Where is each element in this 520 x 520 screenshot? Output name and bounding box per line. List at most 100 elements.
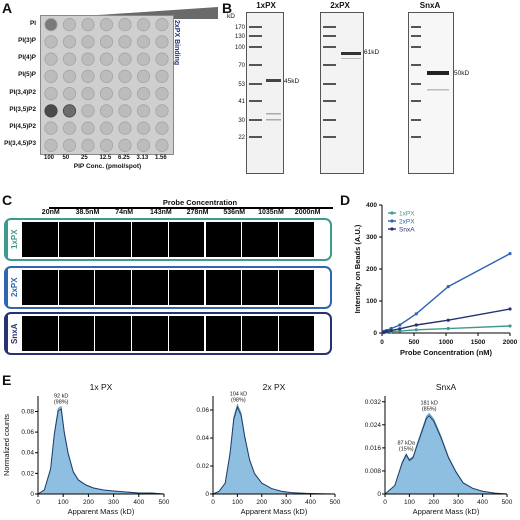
ladder-band	[323, 46, 336, 48]
peak-label: 92 kD	[54, 393, 68, 399]
legend-marker	[390, 211, 394, 215]
x-tick-label: 1500	[471, 339, 486, 346]
y-tick-label: 400	[366, 202, 377, 209]
y-tick-label: 0	[373, 330, 377, 337]
y-tick-label: 300	[366, 234, 377, 241]
x-axis-label: Apparent Mass (kD)	[68, 507, 135, 516]
x-tick-label: 100	[404, 499, 415, 506]
y-tick-label: 0.06	[21, 429, 34, 436]
gel-3	[408, 12, 454, 174]
pip-spot	[81, 69, 95, 83]
x-tick-label: 400	[133, 499, 144, 506]
conc-label: 1035nM	[258, 209, 284, 216]
gel-1-band	[266, 79, 281, 82]
pip-spot	[118, 18, 132, 32]
pip-spot	[155, 52, 169, 66]
pip-spot	[99, 138, 114, 152]
bead-image-cell	[205, 270, 241, 305]
bead-image-cell	[168, 222, 205, 257]
x-tick-label: 0	[36, 499, 40, 506]
y-tick-label: 0.02	[21, 470, 34, 477]
pip-spot	[99, 52, 114, 66]
pip-spot	[81, 52, 95, 66]
pip-spot	[44, 121, 58, 135]
peak-label: 181 kD	[420, 400, 437, 406]
y-tick-label: 0.04	[196, 435, 209, 442]
pip-spot	[44, 104, 58, 118]
pip-spot	[62, 87, 77, 101]
conc-tick: 50	[62, 155, 70, 161]
data-point	[446, 318, 450, 322]
pip-spot	[99, 35, 114, 49]
gel-1-minor-band	[266, 119, 281, 121]
ladder-band	[249, 83, 262, 85]
pip-spot	[118, 138, 132, 152]
pip-row-label: PI(5)P	[18, 71, 36, 79]
bead-image-cell	[95, 316, 131, 351]
ladder-band	[249, 64, 262, 66]
conc-label: 20nM	[41, 209, 60, 216]
pip-row-label: PI	[30, 19, 36, 27]
ladder-band	[249, 100, 262, 102]
data-point	[385, 329, 389, 333]
x-tick-label: 500	[330, 499, 341, 506]
conc-label: 278nM	[186, 209, 209, 216]
peak-percent: (98%)	[54, 399, 69, 405]
ladder-band	[323, 119, 336, 121]
pip-spot	[99, 18, 114, 32]
marker-label: 70	[238, 63, 245, 69]
gaussian-fit	[212, 405, 336, 495]
pip-spot	[136, 18, 151, 32]
ladder-band	[411, 26, 421, 28]
pip-spot	[155, 35, 169, 49]
marker-label: 100	[234, 45, 245, 51]
y-tick-label: 0.02	[196, 463, 209, 470]
pip-spot	[99, 121, 114, 135]
pip-row-label: PI(3)P	[18, 36, 36, 44]
data-point	[508, 324, 512, 328]
peak-percent: (15%)	[399, 447, 414, 453]
pip-spot	[118, 104, 132, 118]
pip-spot	[99, 104, 114, 118]
probe-row-label: 1xPX	[6, 220, 22, 259]
pip-spot	[99, 87, 114, 101]
bead-image-cell	[58, 316, 95, 351]
histogram-area	[384, 412, 508, 495]
y-tick-label: 0	[30, 491, 34, 498]
pip-spot	[155, 18, 169, 32]
legend-marker	[390, 227, 394, 231]
pip-spot	[136, 52, 151, 66]
bead-image-cell	[22, 270, 58, 305]
pip-spot	[136, 138, 151, 152]
ladder-band	[323, 26, 336, 28]
x-tick-label: 0	[211, 499, 215, 506]
bead-image-cell	[242, 316, 278, 351]
y-tick-label: 0.06	[196, 407, 209, 414]
panel-e-label: E	[2, 372, 12, 388]
y-tick-label: 100	[366, 298, 377, 305]
pip-spot	[44, 138, 58, 152]
x-tick-label: 400	[305, 499, 316, 506]
marker-label: 130	[234, 34, 245, 40]
ladder-band	[411, 46, 421, 48]
panel-d-chart: 0 100 200 300 400 0 500 1000 1500 2000 Probe Conce…	[353, 202, 518, 357]
y-tick-label: 0.024	[365, 422, 382, 429]
gaussian-fit	[384, 414, 508, 495]
pip-spot	[62, 35, 77, 49]
pip-spot	[118, 69, 132, 83]
y-tick-label: 0.016	[365, 445, 382, 452]
legend-label: 2xPX	[399, 218, 415, 225]
pip-spot	[136, 87, 151, 101]
peak-percent: (98%)	[231, 397, 246, 403]
histogram-title: SnxA	[436, 382, 457, 392]
pip-spot	[155, 104, 169, 118]
conc-label: 74nM	[115, 209, 134, 216]
ladder-band	[411, 136, 421, 138]
data-point	[389, 328, 393, 333]
bead-image-cell	[132, 270, 168, 305]
series-line	[383, 325, 511, 334]
peak-label: 104 kD	[230, 391, 247, 397]
membrane-spots	[44, 18, 169, 152]
bead-image-cell	[22, 316, 58, 351]
data-point	[398, 329, 402, 333]
